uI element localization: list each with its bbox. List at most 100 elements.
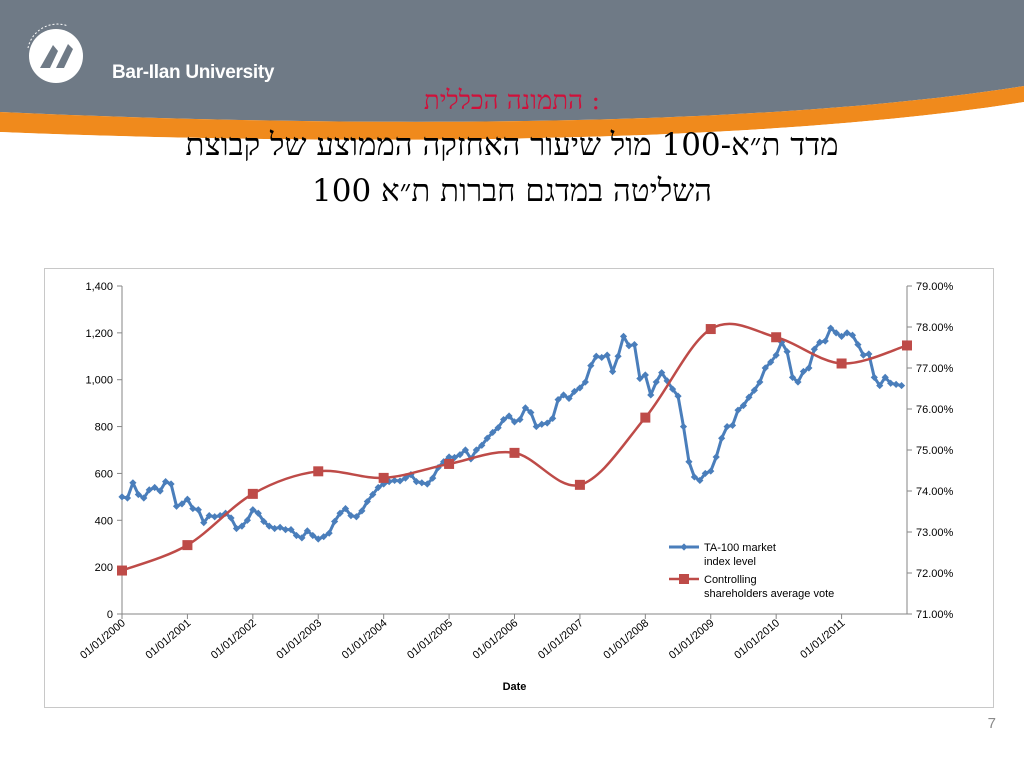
x-tick-label: 01/01/2009	[667, 617, 717, 662]
data-point	[445, 453, 453, 461]
data-point	[265, 522, 273, 530]
data-point	[761, 364, 769, 372]
data-point	[450, 453, 459, 462]
data-point	[287, 526, 295, 534]
data-point	[516, 415, 524, 424]
x-tick-label: 01/01/2006	[471, 617, 521, 662]
data-point	[243, 516, 251, 524]
title-main: מדד ת״א-100 מול שיעור האחזקה הממוצע של ק…	[40, 122, 984, 214]
series-0	[118, 324, 906, 543]
data-point	[799, 367, 808, 376]
data-point	[718, 434, 726, 442]
header-orange-swoosh	[0, 86, 1024, 140]
legend-label: Controlling shareholders average vote	[704, 574, 834, 600]
data-point	[380, 480, 388, 488]
y-right-tick-label: 72.00%	[916, 568, 954, 580]
data-point	[444, 458, 455, 469]
data-point	[123, 494, 132, 502]
data-point	[232, 524, 241, 533]
data-point	[887, 379, 895, 387]
data-point	[118, 493, 126, 501]
data-point	[281, 526, 290, 534]
y-left-tick-label: 0	[107, 609, 113, 621]
y-right-tick-label: 71.00%	[916, 609, 954, 621]
data-point	[881, 373, 889, 381]
data-point	[363, 497, 371, 506]
data-point	[156, 487, 164, 495]
chart-legend: TA-100 market index level Controlling share…	[669, 542, 834, 600]
data-point	[325, 529, 333, 537]
y-right-tick-label: 74.00%	[916, 486, 954, 498]
data-point	[712, 453, 720, 461]
data-point	[609, 367, 617, 376]
data-point	[271, 524, 279, 533]
y-right-tick-label: 78.00%	[916, 322, 954, 334]
data-point	[461, 446, 470, 454]
data-point	[238, 522, 246, 530]
data-point	[374, 483, 382, 492]
data-point	[314, 535, 322, 543]
x-tick-label: 01/01/2011	[798, 617, 847, 661]
data-point	[494, 424, 502, 432]
data-point	[412, 478, 420, 486]
data-point	[472, 446, 480, 454]
data-point	[870, 373, 878, 381]
data-point	[309, 531, 317, 540]
logo-emblem-icon	[27, 23, 83, 83]
data-point	[538, 420, 546, 428]
data-point	[897, 381, 906, 390]
data-point	[574, 479, 585, 490]
title-line-1: מדד ת״א-100 מול שיעור האחזקה הממוצע של ק…	[185, 127, 839, 163]
x-tick-label: 01/01/2005	[405, 617, 455, 662]
y-left-tick-label: 1,400	[85, 281, 113, 293]
data-point	[254, 509, 262, 517]
data-point	[614, 352, 622, 360]
header-band	[0, 0, 1024, 150]
x-tick-label: 01/01/2000	[78, 617, 128, 662]
data-point	[728, 421, 737, 429]
data-point	[194, 506, 202, 514]
data-point	[619, 332, 628, 340]
y-right-tick-label: 79.00%	[916, 281, 954, 293]
x-axis-label: Date	[503, 681, 527, 693]
data-point	[705, 324, 716, 335]
data-point	[134, 490, 142, 499]
data-point	[805, 364, 813, 372]
x-tick-label: 01/01/2008	[601, 617, 651, 662]
y-right-tick-label: 76.00%	[916, 404, 954, 416]
data-point	[423, 480, 431, 488]
header-white-shade	[0, 102, 1024, 150]
data-point	[527, 408, 535, 417]
y-left-tick-label: 200	[95, 562, 113, 574]
data-point	[625, 342, 633, 350]
data-point	[641, 371, 649, 379]
data-point	[369, 490, 377, 499]
data-point	[418, 479, 426, 487]
chart-series	[117, 322, 912, 576]
y-right-tick-label: 77.00%	[916, 363, 954, 375]
series-1	[117, 322, 912, 576]
y-left-tick-label: 600	[95, 468, 113, 480]
data-point	[320, 533, 328, 541]
data-point	[303, 527, 311, 535]
legend-label: TA-100 market index level	[704, 542, 776, 568]
header-gray-band	[0, 0, 1024, 122]
data-point	[696, 476, 704, 485]
y-right-tick-label: 73.00%	[916, 527, 954, 539]
legend-item-0: TA-100 market index level	[669, 542, 776, 568]
data-point	[341, 504, 350, 513]
data-point	[592, 352, 600, 360]
y-left-tick-label: 1,000	[85, 375, 113, 387]
data-point	[810, 345, 818, 353]
data-point	[129, 479, 137, 487]
data-point	[172, 502, 181, 510]
data-point	[489, 428, 497, 437]
university-logo: Bar-Ilan University	[18, 18, 275, 90]
data-point	[788, 373, 797, 381]
title-line-2: השליטה במדגם חברות ת״א 100	[312, 173, 712, 209]
data-point	[249, 506, 257, 514]
x-tick-label: 01/01/2001	[143, 617, 193, 662]
data-point	[227, 514, 235, 522]
chart-frame: 0 200 400 600 800 1,000 1,200 1,400 71.00% 72.00%…	[44, 268, 994, 708]
y-left-tick-label: 800	[95, 422, 113, 434]
